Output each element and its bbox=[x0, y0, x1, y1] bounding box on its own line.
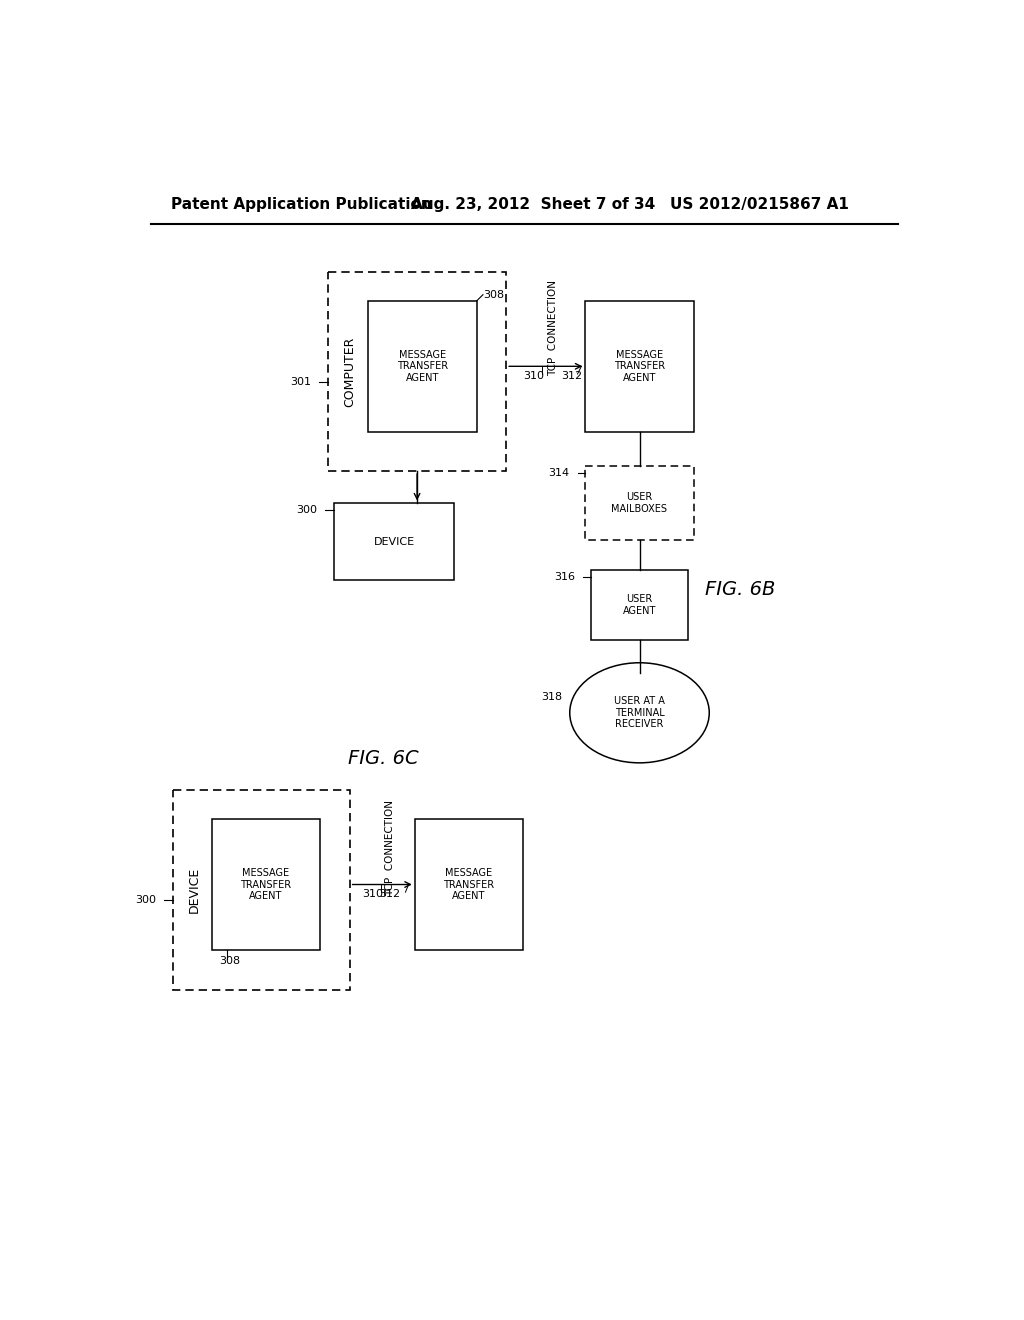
Text: 310: 310 bbox=[523, 371, 545, 380]
Text: MESSAGE
TRANSFER
AGENT: MESSAGE TRANSFER AGENT bbox=[614, 350, 665, 383]
Bar bbox=[328, 272, 506, 471]
Text: MESSAGE
TRANSFER
AGENT: MESSAGE TRANSFER AGENT bbox=[443, 869, 495, 902]
Text: TCP  CONNECTION: TCP CONNECTION bbox=[385, 800, 395, 895]
Text: 301: 301 bbox=[290, 376, 311, 387]
Text: 314: 314 bbox=[549, 467, 569, 478]
Ellipse shape bbox=[569, 663, 710, 763]
Text: 312: 312 bbox=[380, 888, 400, 899]
Text: DEVICE: DEVICE bbox=[188, 867, 201, 913]
Text: 308: 308 bbox=[483, 289, 504, 300]
Text: FIG. 6B: FIG. 6B bbox=[706, 579, 775, 599]
Bar bbox=[586, 301, 693, 432]
Text: COMPUTER: COMPUTER bbox=[343, 337, 356, 407]
Bar bbox=[369, 301, 477, 432]
Bar bbox=[415, 818, 523, 950]
Text: USER
MAILBOXES: USER MAILBOXES bbox=[611, 492, 668, 513]
Text: US 2012/0215867 A1: US 2012/0215867 A1 bbox=[671, 197, 849, 213]
Text: MESSAGE
TRANSFER
AGENT: MESSAGE TRANSFER AGENT bbox=[241, 869, 292, 902]
Text: 308: 308 bbox=[219, 956, 241, 966]
Bar bbox=[591, 570, 688, 640]
Text: 318: 318 bbox=[541, 693, 562, 702]
Text: 300: 300 bbox=[135, 895, 156, 906]
Bar bbox=[173, 789, 349, 990]
Text: Patent Application Publication: Patent Application Publication bbox=[171, 197, 431, 213]
Text: DEVICE: DEVICE bbox=[374, 537, 415, 546]
Text: 312: 312 bbox=[561, 371, 582, 380]
Text: MESSAGE
TRANSFER
AGENT: MESSAGE TRANSFER AGENT bbox=[397, 350, 449, 383]
Text: USER
AGENT: USER AGENT bbox=[623, 594, 656, 616]
Text: TCP  CONNECTION: TCP CONNECTION bbox=[549, 280, 558, 376]
Text: USER AT A
TERMINAL
RECEIVER: USER AT A TERMINAL RECEIVER bbox=[614, 696, 665, 730]
Bar bbox=[586, 466, 693, 540]
Text: 310: 310 bbox=[362, 888, 383, 899]
Bar bbox=[334, 503, 455, 581]
Text: 316: 316 bbox=[554, 572, 575, 582]
Text: Aug. 23, 2012  Sheet 7 of 34: Aug. 23, 2012 Sheet 7 of 34 bbox=[411, 197, 655, 213]
Text: 300: 300 bbox=[296, 504, 317, 515]
Bar bbox=[212, 818, 321, 950]
Text: FIG. 6C: FIG. 6C bbox=[348, 750, 419, 768]
